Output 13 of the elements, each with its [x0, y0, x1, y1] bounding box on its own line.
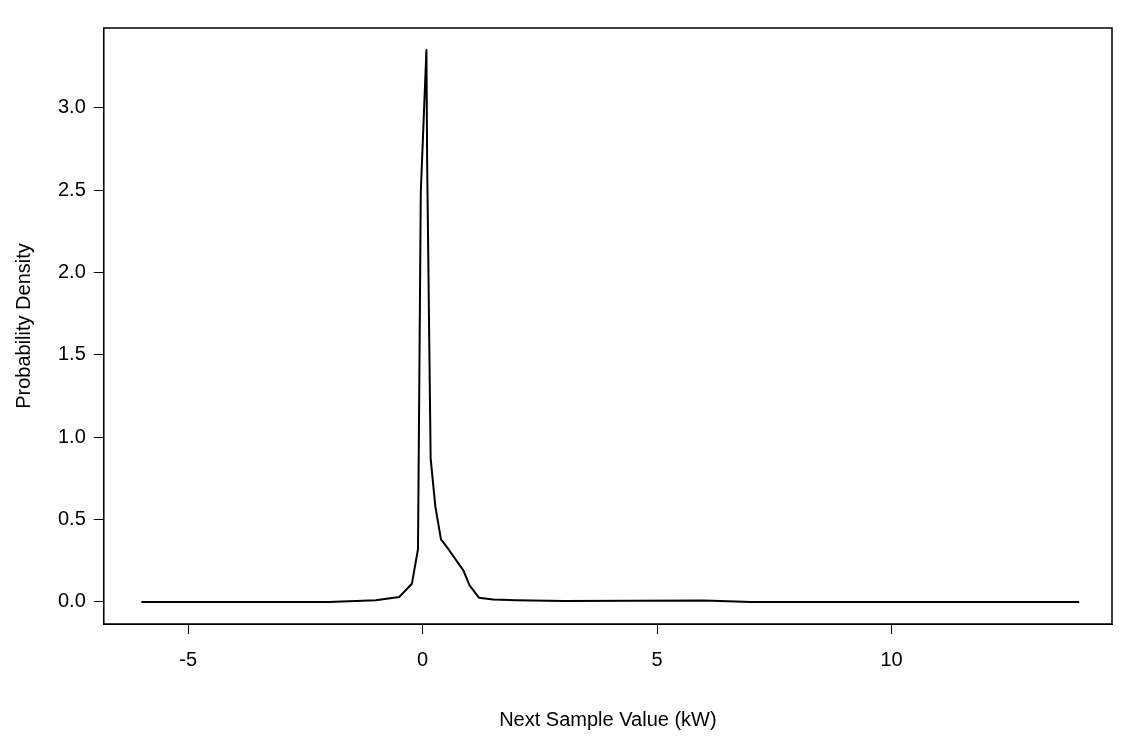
y-tick-label: 3.0 [57, 95, 86, 118]
y-tick-label: 2.0 [57, 259, 86, 282]
x-axis-title: Next Sample Value (kW) [499, 707, 717, 730]
x-tick-label: -5 [179, 647, 198, 670]
x-tick-label: 10 [880, 647, 903, 670]
x-tick-label: 0 [417, 647, 429, 670]
y-tick-label: 1.0 [57, 424, 86, 447]
y-tick-label: 0.5 [57, 507, 86, 530]
x-tick-label: 5 [651, 647, 663, 670]
y-tick-label: 0.0 [57, 589, 86, 612]
y-axis-title: Probability Density [11, 243, 34, 409]
y-tick-label: 1.5 [57, 342, 86, 365]
y-tick-label: 2.5 [57, 177, 86, 200]
